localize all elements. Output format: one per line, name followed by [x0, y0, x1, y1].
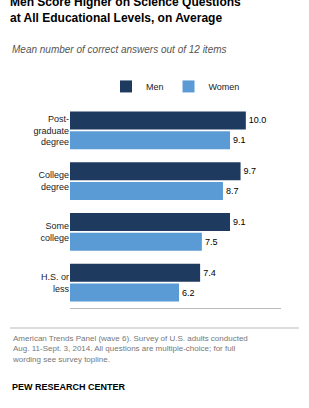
svg-text:Men Score Higher on Science Qu: Men Score Higher on Science Questionsat … — [10, 0, 241, 25]
svg-text:H.S. orless: H.S. orless — [41, 272, 70, 294]
svg-text:Post-graduatedegree: Post-graduatedegree — [33, 114, 69, 147]
svg-text:9.7: 9.7 — [244, 166, 257, 176]
svg-text:Mean number of correct answers: Mean number of correct answers out of 12… — [12, 44, 227, 55]
svg-text:9.1: 9.1 — [233, 217, 246, 227]
svg-text:9.1: 9.1 — [233, 135, 246, 145]
svg-text:10.0: 10.0 — [249, 115, 267, 125]
svg-text:Men: Men — [146, 82, 164, 92]
svg-text:American Trends Panel (wave 6): American Trends Panel (wave 6). Survey o… — [12, 334, 248, 364]
svg-text:Somecollege: Somecollege — [40, 221, 69, 243]
svg-text:8.7: 8.7 — [226, 186, 239, 196]
svg-text:6.2: 6.2 — [182, 288, 195, 298]
svg-text:7.4: 7.4 — [203, 268, 216, 278]
svg-text:PEW RESEARCH CENTER: PEW RESEARCH CENTER — [12, 382, 126, 392]
svg-text:7.5: 7.5 — [205, 237, 218, 247]
svg-text:Collegedegree: Collegedegree — [38, 170, 69, 192]
svg-text:Women: Women — [209, 82, 240, 92]
